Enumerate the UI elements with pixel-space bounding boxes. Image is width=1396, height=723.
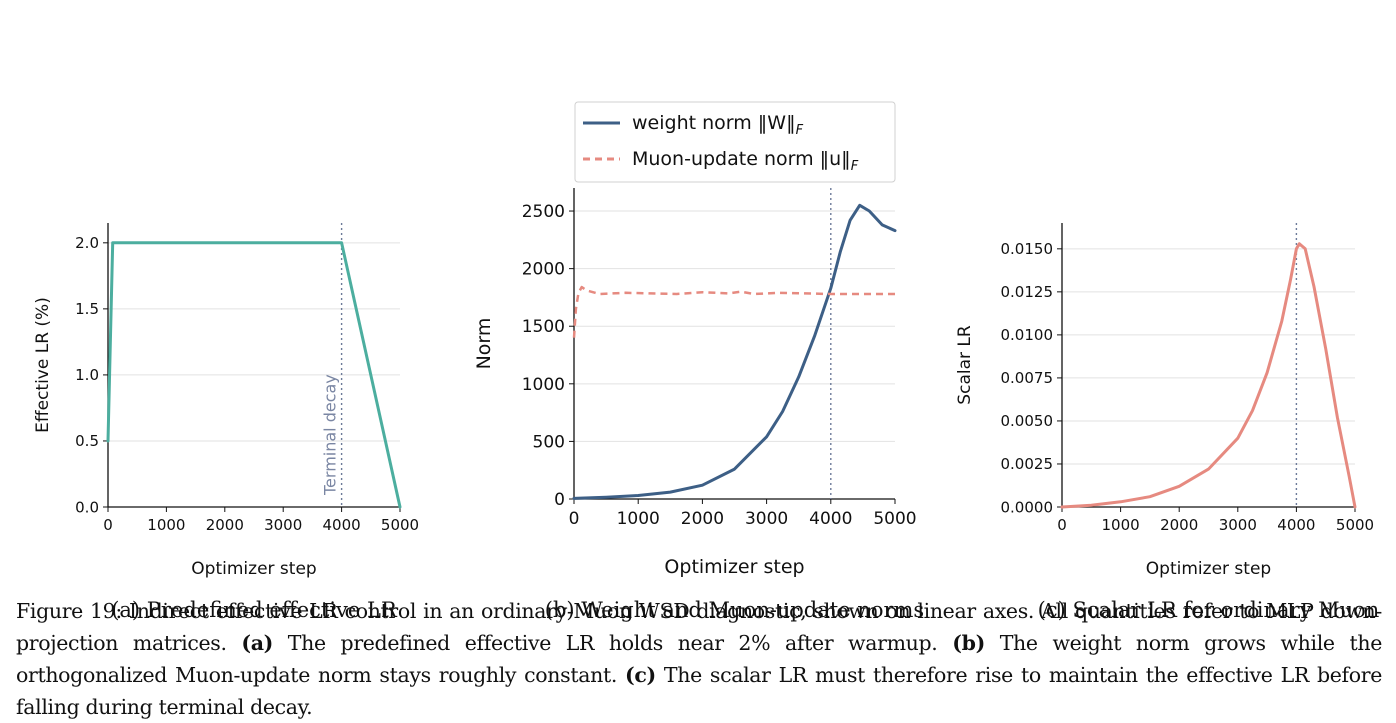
chart-a-x-tick-label: 5000 xyxy=(381,516,419,534)
chart-a-x-tick-label: 4000 xyxy=(323,516,361,534)
chart-a-y-tick-label: 0.0 xyxy=(75,498,99,516)
chart-c-y-axis-label: Scalar LR xyxy=(955,325,975,405)
chart-b-x-tick-label: 0 xyxy=(569,509,580,529)
chart-c-series-0-line xyxy=(1060,242,1357,509)
chart-a-x-tick-label: 2000 xyxy=(206,516,244,534)
chart-c-x-tick-label: 3000 xyxy=(1219,516,1257,534)
chart-b-x-tick-label: 5000 xyxy=(873,509,916,529)
chart-c-x-tick-label: 0 xyxy=(1057,516,1067,534)
chart-b-x-tick-label: 2000 xyxy=(681,509,724,529)
chart-c-x-axis-label: Optimizer step xyxy=(1146,559,1271,579)
caption-a-label: (a) xyxy=(241,630,274,655)
chart-a-y-tick-label: 1.5 xyxy=(75,300,99,318)
chart-b-x-tick-label: 3000 xyxy=(745,509,788,529)
caption-lead: Figure 19: Indirect effective LR control… xyxy=(16,598,1382,655)
chart-a-y-tick-label: 0.5 xyxy=(75,432,99,450)
chart-c-x-tick-label: 2000 xyxy=(1160,516,1198,534)
chart-a-caption: (a) Predefined effective LR xyxy=(111,598,398,622)
chart-b-y-tick-label: 2500 xyxy=(522,202,565,222)
chart-a-x-tick-label: 1000 xyxy=(147,516,185,534)
chart-a-x-tick-label: 0 xyxy=(103,516,113,534)
chart-a-x-axis-label: Optimizer step xyxy=(191,559,316,579)
chart-a-y-tick-label: 1.0 xyxy=(75,366,99,384)
chart-c-x-tick-label: 5000 xyxy=(1336,516,1374,534)
chart-c-x-tick-label: 4000 xyxy=(1277,516,1315,534)
chart-b-x-tick-label: 4000 xyxy=(809,509,852,529)
chart-c-y-tick-label: 0.0100 xyxy=(1001,326,1054,344)
caption-c-text: The scalar LR must therefore rise to mai… xyxy=(16,662,1382,719)
chart-c-y-tick-label: 0.0150 xyxy=(1001,240,1054,258)
figure-caption: Figure 19: Indirect effective LR control… xyxy=(16,595,1382,723)
legend-box xyxy=(574,101,896,183)
caption-c-label: (c) xyxy=(625,662,656,687)
chart-c-y-tick-label: 0.0025 xyxy=(1001,455,1054,473)
caption-b-label: (b) xyxy=(952,630,985,655)
caption-a-text: The predefined effective LR holds near 2… xyxy=(273,630,953,655)
chart-c-caption: (c) Scalar LR for ordinary Muon xyxy=(1038,598,1380,622)
chart-b-y-axis-label: Norm xyxy=(473,318,495,370)
chart-b-series-0-line xyxy=(572,203,897,500)
chart-b-y-tick-label: 0 xyxy=(554,490,565,510)
legend-subscript-0: F xyxy=(796,123,804,138)
chart-a-series-0-line xyxy=(106,241,402,509)
chart-c-y-tick-label: 0.0000 xyxy=(1001,498,1054,516)
legend-label-0: weight norm ‖W‖F xyxy=(632,112,804,138)
chart-b-x-axis-label: Optimizer step xyxy=(664,556,804,578)
chart-c-y-tick-label: 0.0125 xyxy=(1001,283,1054,301)
chart-a-y-tick-label: 2.0 xyxy=(75,234,99,252)
chart-a-x-tick-label: 3000 xyxy=(264,516,302,534)
chart-b-y-tick-label: 500 xyxy=(533,432,565,452)
caption-b-text: The weight norm grows while the orthogon… xyxy=(16,630,1382,687)
chart-b-series-1-line xyxy=(572,285,895,338)
legend-subscript-1: F xyxy=(851,159,859,174)
legend-label-1: Muon-update norm ‖u‖F xyxy=(632,148,859,174)
chart-a-vline-label: Terminal decay xyxy=(321,374,340,496)
chart-b-y-tick-label: 2000 xyxy=(522,260,565,280)
chart-b-caption: (b) Weight and Muon-update norms xyxy=(545,598,924,622)
chart-c-x-tick-label: 1000 xyxy=(1102,516,1140,534)
chart-b-y-tick-label: 1000 xyxy=(522,375,565,395)
chart-c-y-tick-label: 0.0050 xyxy=(1001,412,1054,430)
chart-a-y-axis-label: Effective LR (%) xyxy=(33,297,53,433)
chart-c-y-tick-label: 0.0075 xyxy=(1001,369,1054,387)
chart-b-x-tick-label: 1000 xyxy=(617,509,660,529)
chart-b-y-tick-label: 1500 xyxy=(522,317,565,337)
